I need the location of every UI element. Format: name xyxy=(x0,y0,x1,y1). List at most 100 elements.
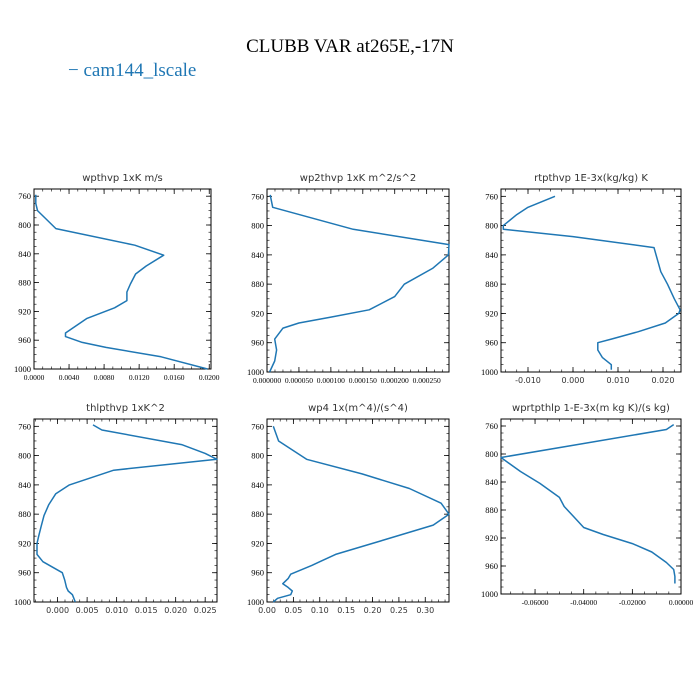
series-line xyxy=(500,423,676,584)
y-tick-label: 1000 xyxy=(14,597,31,607)
x-tick-label: 0.05 xyxy=(284,606,302,615)
panel-title: wp2thvp 1xK m^2/s^2 xyxy=(300,173,416,184)
y-tick-label: 840 xyxy=(251,250,264,260)
x-tick-label: 0.010 xyxy=(105,606,128,615)
x-tick-label: 0.025 xyxy=(194,606,217,615)
panel-5: wp4 1x(m^4)/(s^4)76080084088092096010000… xyxy=(247,403,450,615)
y-tick-label: 840 xyxy=(251,480,264,490)
x-tick-label: 0.0000 xyxy=(24,373,45,382)
x-tick-label: 0.020 xyxy=(652,376,675,385)
x-tick-label: 0.0080 xyxy=(94,373,115,382)
x-tick-label: 0.0200 xyxy=(199,373,220,382)
x-tick-label: 0.20 xyxy=(364,606,382,615)
x-tick-label: 0.000200 xyxy=(381,376,409,385)
plot-frame xyxy=(266,418,450,603)
y-tick-label: 920 xyxy=(485,533,498,543)
y-tick-label: 800 xyxy=(485,221,498,231)
x-tick-label: 0.015 xyxy=(135,606,158,615)
x-tick-label: 0.0040 xyxy=(59,373,80,382)
panel-1: wpthvp 1xK m/s76080084088092096010000.00… xyxy=(14,173,220,382)
y-tick-label: 880 xyxy=(251,279,264,289)
x-tick-label: 0.000150 xyxy=(349,376,377,385)
y-tick-label: 760 xyxy=(251,191,264,201)
y-tick-label: 880 xyxy=(485,279,498,289)
x-tick-label: 0.000100 xyxy=(317,376,345,385)
y-tick-label: 920 xyxy=(251,308,264,318)
x-tick-label: 0.020 xyxy=(164,606,187,615)
y-tick-label: 760 xyxy=(485,421,498,431)
series-line xyxy=(36,424,218,603)
x-tick-label: 0.0120 xyxy=(129,373,150,382)
y-tick-label: 840 xyxy=(485,250,498,260)
panel-title: thlpthvp 1xK^2 xyxy=(86,403,165,414)
legend-dash: − xyxy=(68,60,79,81)
y-tick-label: 1000 xyxy=(481,589,498,599)
panel-title: wpthvp 1xK m/s xyxy=(82,173,163,184)
y-tick-label: 760 xyxy=(251,421,264,431)
y-tick-label: 880 xyxy=(251,509,264,519)
plot-frame xyxy=(33,418,218,603)
plot-frame xyxy=(266,188,450,373)
y-tick-label: 920 xyxy=(485,308,498,318)
x-tick-label: 0.30 xyxy=(416,606,434,615)
x-tick-label: 0.000250 xyxy=(413,376,441,385)
x-tick-label: 0.00 xyxy=(258,606,276,615)
x-tick-label: 0.000000 xyxy=(253,376,281,385)
panel-title: rtpthvp 1E-3x(kg/kg) K xyxy=(534,173,648,184)
y-tick-label: 960 xyxy=(485,561,498,571)
series-line xyxy=(272,426,450,603)
series-line xyxy=(35,194,208,370)
y-tick-label: 760 xyxy=(485,191,498,201)
panel-2: wp2thvp 1xK m^2/s^2 760 800 840 880 920 960 100… xyxy=(247,173,450,385)
y-tick-label: 960 xyxy=(251,338,264,348)
y-tick-label: 1000 xyxy=(481,367,498,377)
x-tick-label: 0.000 xyxy=(46,606,69,615)
y-tick-label: 920 xyxy=(18,306,31,316)
figure-title: CLUBB VAR at265E,-17N xyxy=(246,36,454,57)
y-tick-label: 1000 xyxy=(247,597,264,607)
y-tick-label: 920 xyxy=(18,538,31,548)
y-tick-label: 880 xyxy=(18,509,31,519)
y-tick-label: 840 xyxy=(18,249,31,259)
x-tick-label: 0.15 xyxy=(337,606,355,615)
x-tick-label: 0.000 xyxy=(562,376,585,385)
x-tick-label: 0.000050 xyxy=(285,376,313,385)
x-tick-label: 0.00000 xyxy=(669,598,694,607)
y-tick-label: 840 xyxy=(18,480,31,490)
x-tick-label: 0.10 xyxy=(311,606,329,615)
y-tick-label: 840 xyxy=(485,477,498,487)
y-tick-label: 1000 xyxy=(247,367,264,377)
y-tick-label: 880 xyxy=(18,278,31,288)
y-tick-label: 800 xyxy=(485,449,498,459)
y-tick-label: 800 xyxy=(251,451,264,461)
y-tick-label: 880 xyxy=(485,505,498,515)
x-tick-label: -0.06000 xyxy=(522,598,549,607)
x-tick-label: -0.04000 xyxy=(570,598,597,607)
y-tick-label: 760 xyxy=(18,421,31,431)
y-tick-label: 760 xyxy=(18,191,31,201)
x-tick-label: 0.0160 xyxy=(164,373,185,382)
y-tick-label: 960 xyxy=(18,335,31,345)
plot-frame xyxy=(500,188,682,373)
y-tick-label: 960 xyxy=(485,338,498,348)
x-tick-label: 0.010 xyxy=(607,376,630,385)
panel-4: thlpthvp 1xK^2 760 800 840 880 920 960 1000 0.00… xyxy=(14,403,218,615)
y-tick-label: 800 xyxy=(18,451,31,461)
panel-3: rtpthvp 1E-3x(kg/kg) K 760 800 840 880 920 960… xyxy=(481,173,682,385)
x-tick-label: 0.005 xyxy=(76,606,99,615)
y-tick-label: 960 xyxy=(251,568,264,578)
plot-frame xyxy=(33,188,212,370)
panel-title: wprtpthlp 1-E-3x(m kg K)/(s kg) xyxy=(512,403,670,414)
y-tick-label: 800 xyxy=(251,221,264,231)
x-tick-label: -0.010 xyxy=(515,376,541,385)
x-tick-label: -0.02000 xyxy=(619,598,646,607)
panel-title: wp4 1x(m^4)/(s^4) xyxy=(308,403,408,414)
y-tick-label: 960 xyxy=(18,568,31,578)
y-tick-label: 1000 xyxy=(14,364,31,374)
series-line xyxy=(268,194,450,373)
y-tick-label: 920 xyxy=(251,538,264,548)
y-tick-label: 800 xyxy=(18,220,31,230)
series-line xyxy=(502,195,681,370)
legend-label: cam144_lscale xyxy=(83,60,197,81)
